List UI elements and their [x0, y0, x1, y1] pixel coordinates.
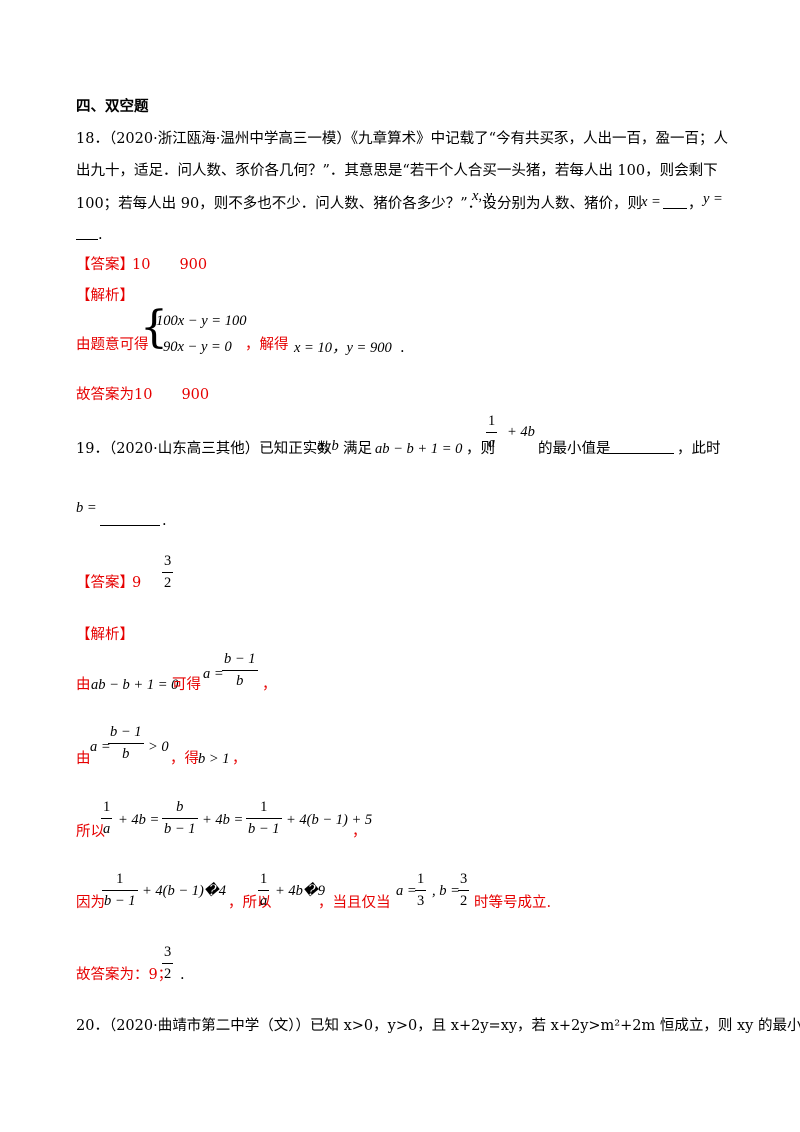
q19-s3-t3: + 4(b − 1) + 5: [286, 812, 373, 828]
q18-line-3a: 100；若每人出 90，则不多也不少．问人数、猪价各多少？”．设: [76, 196, 497, 212]
q18-x-eq: x =: [641, 194, 661, 210]
q19-analysis-label: 【解析】: [76, 627, 134, 643]
q19-period: .: [162, 513, 167, 529]
q18-analysis-label: 【解析】: [76, 288, 134, 304]
q19-s4-c: ，当且仅当: [318, 895, 391, 911]
q19-s2-a: 由: [76, 751, 91, 767]
q19-s3-frac-2: b b − 1: [162, 799, 198, 837]
q18-sol-end: .: [400, 340, 405, 356]
q19-final-end: .: [180, 967, 185, 983]
q19-s2-end: ，: [232, 751, 247, 767]
q19-s4-alhs: a =: [396, 883, 417, 899]
q19-answer-value: 9: [132, 575, 142, 591]
q19-s1-end: ，: [262, 677, 277, 693]
q19-answer-frac: 3 2: [162, 553, 174, 591]
q18-line-1: 18．（2020·浙江瓯海·温州中学高三一模）《九章算术》中记载了“今有共买豕，…: [76, 131, 728, 147]
q19-s2-frac: b − 1 b: [108, 724, 144, 762]
q19-expr-tail: + 4b: [507, 424, 535, 440]
q19-b-eq: b =: [76, 500, 97, 516]
q18-eq-2: 90x − y = 0: [163, 339, 232, 355]
q19-s3-t1: + 4b =: [118, 812, 160, 828]
q19-s4-frac-b: 3 2: [458, 871, 470, 909]
q19-s2-res: b > 1: [198, 751, 230, 767]
section-title: 四、双空题: [76, 98, 149, 115]
q19-s4-blhs: , b =: [432, 883, 460, 899]
q19-prefix: 19．（2020·山东高三其他）已知正实数: [76, 441, 332, 457]
system-brace: {: [140, 302, 168, 353]
q19-cond-word: 满足: [343, 441, 372, 457]
q18-sol-mid: ，解得: [245, 337, 289, 353]
q19-then: ，则: [466, 441, 495, 457]
q19-s4-frac-a: 1 3: [415, 871, 427, 909]
q19-s4-t2: + 4b�9: [275, 883, 326, 899]
q19-s1-a: 由: [76, 677, 91, 693]
q19-blank-1: [606, 453, 674, 454]
q18-final: 故答案为10 900: [76, 387, 210, 403]
q19-s4-a: 因为: [76, 895, 105, 911]
q19-s4-t1: + 4(b − 1)�4: [142, 883, 226, 899]
q18-sol-prefix: 由题意可得: [76, 337, 149, 353]
q18-line-4-end: .: [98, 227, 103, 243]
q18-comma: ，: [688, 196, 703, 212]
q18-y-eq: y =: [703, 191, 723, 207]
q19-vars: a, b: [317, 438, 339, 454]
q18-blank-y: [76, 239, 98, 240]
q19-s4-frac-2: 1 a: [258, 871, 270, 909]
q19-cond: ab − b + 1 = 0: [375, 441, 463, 457]
q18-blank-x: [663, 208, 687, 209]
q19-s2-rhs: > 0: [148, 739, 169, 755]
q19-s4-frac-1: 1 b − 1: [102, 871, 138, 909]
q19-answer-label: 【答案】: [76, 575, 134, 591]
q19-s2-b: ，得: [170, 751, 199, 767]
q19-s3-a: 所以: [76, 824, 105, 840]
q19-s3-frac-3: 1 b − 1: [246, 799, 282, 837]
q18-answer-values: 10 900: [132, 257, 208, 273]
q18-answer-label: 【答案】: [76, 257, 134, 273]
q19-s1-frac: b − 1 b: [222, 651, 258, 689]
q19-s1-b: 可得: [172, 677, 201, 693]
q18-eq-1: 100x − y = 100: [156, 313, 247, 329]
q19-final-a: 故答案为：9；: [76, 967, 173, 983]
q19-s1-lhs: a =: [203, 666, 224, 682]
q20-text: 20．（2020·曲靖市第二中学（文））已知 x>0，y>0，且 x+2y=xy…: [76, 1018, 800, 1034]
q19-s1-eq: ab − b + 1 = 0: [91, 677, 179, 693]
q18-line-3b: 分别为人数、猪价，则: [497, 196, 642, 212]
q19-s4-b: ，所以: [228, 895, 272, 911]
q18-sol-result: x = 10，y = 900: [294, 340, 392, 356]
q19-s3-end: ，: [352, 824, 367, 840]
q19-s2-lhs: a =: [90, 739, 111, 755]
q19-s4-end: 时等号成立.: [474, 895, 552, 911]
q19-s3-frac-1: 1 a: [101, 799, 113, 837]
q19-final-frac: 3 2: [162, 944, 174, 982]
q19-question: 的最小值是: [538, 441, 611, 457]
q19-tail: ，此时: [677, 441, 721, 457]
q19-blank-2: [100, 525, 160, 526]
q18-vars: x, y: [472, 188, 493, 204]
q19-expr-frac: 1 a: [486, 413, 498, 451]
q19-s3-t2: + 4b =: [202, 812, 244, 828]
q18-line-2: 出九十，适足．问人数、豕价各几何？”．其意思是“若干个人合买一头猪，若每人出 1…: [76, 163, 718, 179]
